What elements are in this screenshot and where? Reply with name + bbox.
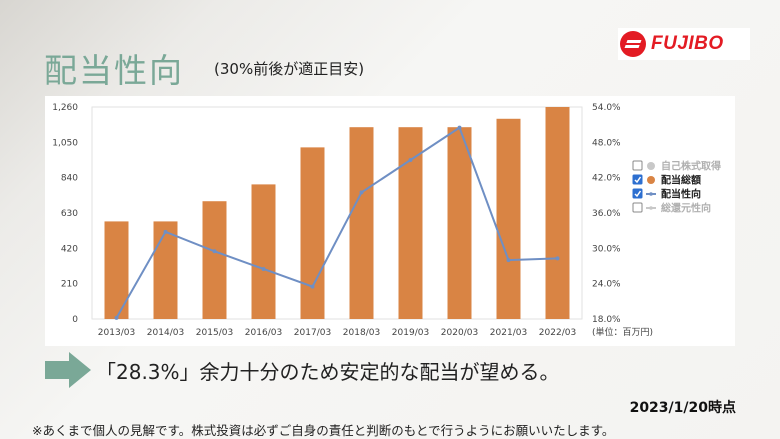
y-right-tick-label: 30.0%	[592, 244, 621, 254]
legend-label: 自己株式取得	[661, 160, 721, 173]
legend-marker-dot	[649, 206, 653, 210]
bar	[398, 127, 423, 319]
y-right-tick-label: 24.0%	[592, 280, 621, 290]
y-left-tick-label: 0	[72, 315, 78, 325]
checkmark-icon	[634, 176, 642, 184]
y-left-tick-label: 630	[61, 209, 78, 219]
legend-checkbox	[632, 188, 643, 199]
x-tick-label: 2021/03	[490, 328, 527, 338]
legend-label: 配当性向	[661, 188, 701, 201]
legend-label: 総還元性向	[661, 202, 711, 215]
line-point	[506, 258, 511, 263]
unit-label: (単位：百万円)	[592, 326, 653, 338]
x-tick-label: 2019/03	[392, 328, 429, 338]
payout-ratio-line	[115, 126, 558, 319]
chart-panel: 0 210 420 630 840 1,050 1,260 18.0% 24.0% 30.0% 36…	[45, 96, 735, 346]
legend-marker	[647, 162, 655, 170]
line-point	[212, 249, 217, 254]
line-point	[457, 125, 462, 130]
plot-area	[91, 106, 583, 320]
y-right-tick-label: 48.0%	[592, 138, 621, 148]
bar	[545, 107, 570, 319]
page-title: 配当性向	[44, 51, 184, 90]
checkmark-icon	[634, 190, 642, 198]
y-right-tick-label: 54.0%	[592, 103, 621, 113]
line-point	[408, 158, 413, 162]
line-point	[310, 284, 315, 289]
line-point	[163, 229, 168, 234]
legend-checkbox	[632, 202, 643, 213]
x-tick-label: 2013/03	[98, 328, 135, 338]
x-tick-label: 2016/03	[245, 328, 282, 338]
bar	[496, 118, 521, 320]
y-left-tick-label: 1,050	[52, 138, 78, 148]
arrow-right-icon	[45, 352, 91, 388]
bar	[447, 127, 472, 319]
disclaimer: ※あくまで個人の見解です。株式投資は必ずご自身の責任と判断のもとで行うようにお願…	[32, 423, 615, 438]
logo-text: FUJIBO	[651, 33, 724, 54]
line-point	[261, 266, 266, 271]
y-left-tick-label: 210	[61, 280, 78, 290]
line-point	[555, 256, 560, 261]
y-right-tick-label: 18.0%	[592, 315, 621, 325]
page-subtitle: (30%前後が適正目安)	[214, 60, 365, 78]
line-point	[359, 190, 364, 195]
y-left-tick-label: 840	[61, 174, 78, 184]
legend-marker	[647, 176, 655, 184]
bar	[153, 221, 178, 319]
legend-marker-dot	[649, 192, 653, 196]
as-of-date: 2023/1/20時点	[629, 400, 736, 416]
bar	[251, 184, 276, 319]
line-point	[114, 315, 119, 320]
x-tick-label: 2022/03	[539, 328, 576, 338]
dividend-chart: 0 210 420 630 840 1,050 1,260 18.0% 24.0% 30.0% 36…	[52, 103, 721, 338]
logo-mark-icon	[620, 31, 646, 57]
x-tick-label: 2020/03	[441, 328, 478, 338]
x-tick-label: 2015/03	[196, 328, 233, 338]
y-left-tick-label: 1,260	[52, 103, 78, 113]
x-tick-label: 2017/03	[294, 328, 331, 338]
y-left-tick-label: 420	[61, 244, 78, 254]
legend-label: 配当総額	[661, 174, 701, 187]
bar	[349, 127, 374, 319]
company-logo: FUJIBO	[618, 28, 750, 60]
y-right-tick-label: 36.0%	[592, 209, 621, 219]
legend-checkbox	[632, 174, 643, 185]
legend-checkbox	[632, 160, 643, 171]
bar	[202, 201, 227, 319]
x-tick-label: 2018/03	[343, 328, 380, 338]
x-tick-label: 2014/03	[147, 328, 184, 338]
y-right-tick-label: 42.0%	[592, 174, 621, 184]
key-message: 「28.3%」余力十分のため安定的な配当が望める。	[96, 360, 560, 384]
bar	[300, 147, 325, 319]
